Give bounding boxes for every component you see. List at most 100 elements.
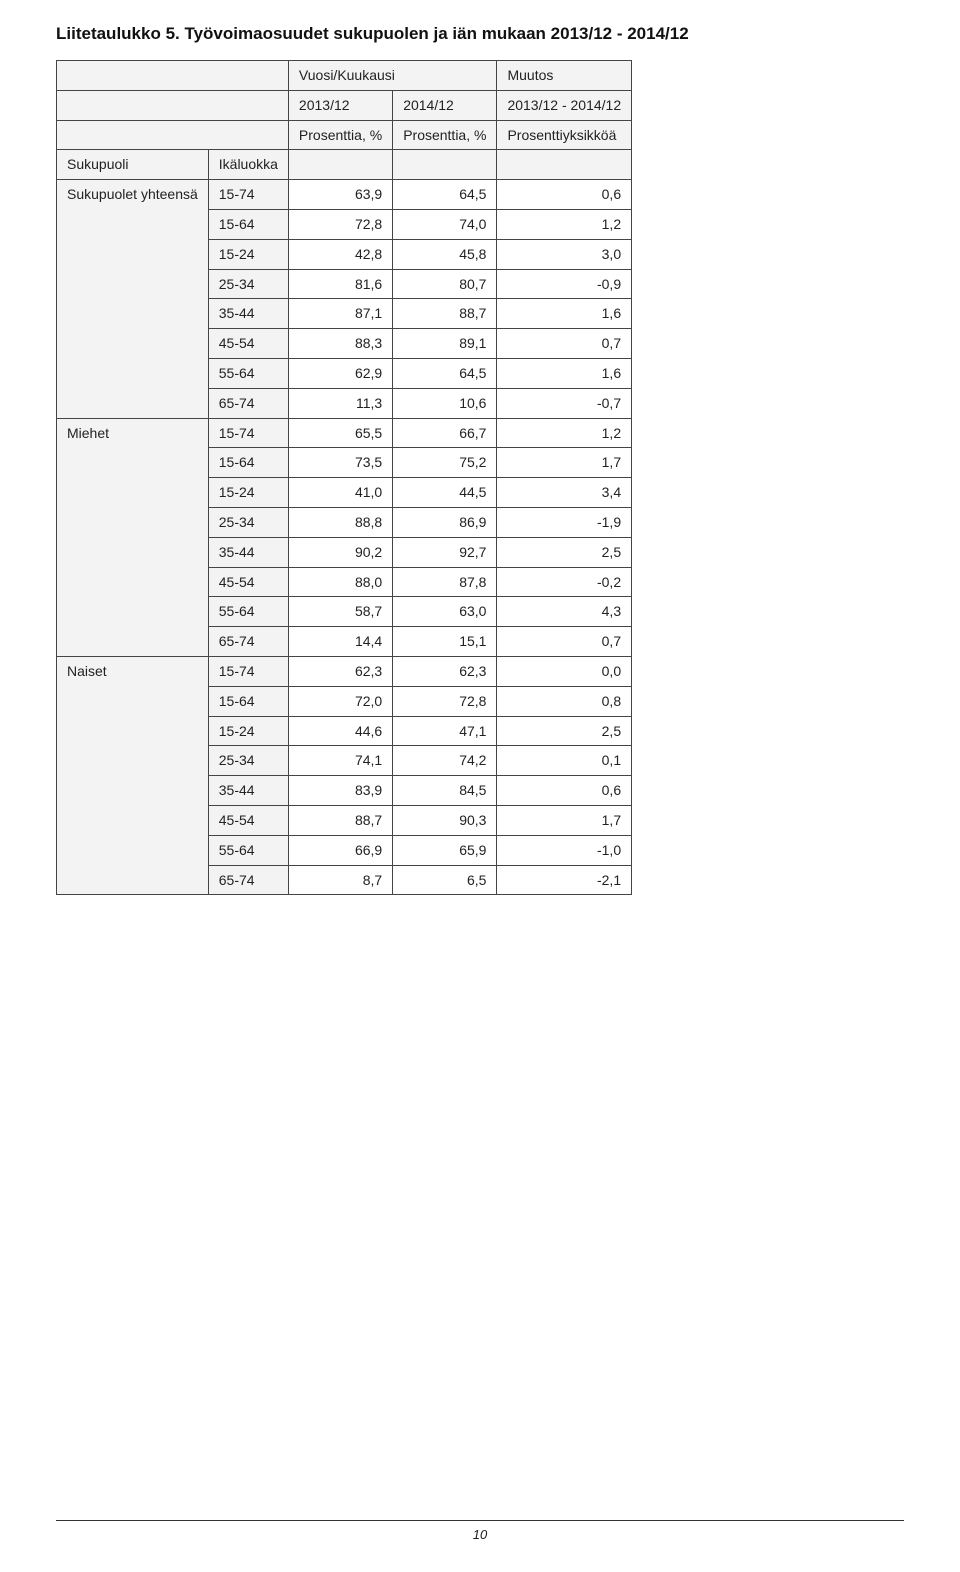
value-cell: 0,1 [497, 746, 632, 776]
value-cell: 2,5 [497, 716, 632, 746]
value-cell: 44,5 [393, 478, 497, 508]
age-label: 15-64 [208, 686, 288, 716]
value-cell: 74,0 [393, 209, 497, 239]
age-label: 55-64 [208, 835, 288, 865]
value-cell: 6,5 [393, 865, 497, 895]
value-cell: -0,7 [497, 388, 632, 418]
value-cell: 84,5 [393, 776, 497, 806]
value-cell: 87,8 [393, 567, 497, 597]
group-label: Sukupuolet yhteensä [57, 180, 209, 418]
value-cell: 10,6 [393, 388, 497, 418]
value-cell: 1,2 [497, 418, 632, 448]
value-cell: 90,2 [288, 537, 392, 567]
header-blank-1 [57, 61, 289, 91]
header-blank-4b [393, 150, 497, 180]
table-row: Sukupuolet yhteensä15-7463,964,50,6 [57, 180, 632, 210]
value-cell: -0,9 [497, 269, 632, 299]
value-cell: 1,7 [497, 448, 632, 478]
value-cell: 86,9 [393, 507, 497, 537]
header-blank-4c [497, 150, 632, 180]
header-row-3: Prosenttia, % Prosenttia, % Prosenttiyks… [57, 120, 632, 150]
value-cell: 44,6 [288, 716, 392, 746]
data-table: Vuosi/Kuukausi Muutos 2013/12 2014/12 20… [56, 60, 632, 895]
page-number: 10 [56, 1521, 904, 1542]
table-title: Liitetaulukko 5. Työvoimaosuudet sukupuo… [56, 24, 904, 44]
value-cell: 88,7 [393, 299, 497, 329]
age-label: 55-64 [208, 358, 288, 388]
age-label: 65-74 [208, 388, 288, 418]
value-cell: 88,7 [288, 805, 392, 835]
group-label: Naiset [57, 656, 209, 894]
value-cell: 62,3 [288, 656, 392, 686]
value-cell: 75,2 [393, 448, 497, 478]
value-cell: 63,0 [393, 597, 497, 627]
header-vuosi: Vuosi/Kuukausi [288, 61, 497, 91]
value-cell: 58,7 [288, 597, 392, 627]
value-cell: 47,1 [393, 716, 497, 746]
value-cell: 81,6 [288, 269, 392, 299]
value-cell: 0,0 [497, 656, 632, 686]
age-label: 35-44 [208, 776, 288, 806]
value-cell: 83,9 [288, 776, 392, 806]
value-cell: -1,0 [497, 835, 632, 865]
value-cell: 72,8 [288, 209, 392, 239]
value-cell: 0,7 [497, 329, 632, 359]
value-cell: 0,7 [497, 627, 632, 657]
value-cell: 72,0 [288, 686, 392, 716]
value-cell: 41,0 [288, 478, 392, 508]
table-row: Naiset15-7462,362,30,0 [57, 656, 632, 686]
value-cell: 64,5 [393, 358, 497, 388]
header-row-4: Sukupuoli Ikäluokka [57, 150, 632, 180]
header-ikaluokka: Ikäluokka [208, 150, 288, 180]
header-sukupuoli: Sukupuoli [57, 150, 209, 180]
header-unit-1: Prosenttia, % [288, 120, 392, 150]
group-label: Miehet [57, 418, 209, 656]
age-label: 15-74 [208, 180, 288, 210]
header-blank-2 [57, 90, 289, 120]
page: Liitetaulukko 5. Työvoimaosuudet sukupuo… [0, 0, 960, 1572]
value-cell: 4,3 [497, 597, 632, 627]
value-cell: 15,1 [393, 627, 497, 657]
value-cell: 87,1 [288, 299, 392, 329]
value-cell: 92,7 [393, 537, 497, 567]
value-cell: 72,8 [393, 686, 497, 716]
header-2013: 2013/12 [288, 90, 392, 120]
value-cell: 88,3 [288, 329, 392, 359]
age-label: 55-64 [208, 597, 288, 627]
value-cell: 90,3 [393, 805, 497, 835]
value-cell: 66,9 [288, 835, 392, 865]
value-cell: -0,2 [497, 567, 632, 597]
age-label: 25-34 [208, 507, 288, 537]
age-label: 45-54 [208, 329, 288, 359]
value-cell: 63,9 [288, 180, 392, 210]
value-cell: 89,1 [393, 329, 497, 359]
value-cell: 3,0 [497, 239, 632, 269]
age-label: 45-54 [208, 567, 288, 597]
value-cell: 8,7 [288, 865, 392, 895]
value-cell: 11,3 [288, 388, 392, 418]
age-label: 35-44 [208, 537, 288, 567]
header-row-2: 2013/12 2014/12 2013/12 - 2014/12 [57, 90, 632, 120]
value-cell: 64,5 [393, 180, 497, 210]
value-cell: 62,9 [288, 358, 392, 388]
age-label: 15-74 [208, 656, 288, 686]
header-row-1: Vuosi/Kuukausi Muutos [57, 61, 632, 91]
value-cell: 42,8 [288, 239, 392, 269]
value-cell: 65,9 [393, 835, 497, 865]
header-unit-2: Prosenttia, % [393, 120, 497, 150]
value-cell: 1,7 [497, 805, 632, 835]
header-unit-3: Prosenttiyksikköä [497, 120, 632, 150]
age-label: 35-44 [208, 299, 288, 329]
header-2014: 2014/12 [393, 90, 497, 120]
age-label: 15-24 [208, 478, 288, 508]
header-muutos: Muutos [497, 61, 632, 91]
value-cell: -1,9 [497, 507, 632, 537]
value-cell: 14,4 [288, 627, 392, 657]
value-cell: 74,2 [393, 746, 497, 776]
value-cell: 80,7 [393, 269, 497, 299]
value-cell: 1,2 [497, 209, 632, 239]
value-cell: 74,1 [288, 746, 392, 776]
age-label: 45-54 [208, 805, 288, 835]
age-label: 15-74 [208, 418, 288, 448]
age-label: 15-64 [208, 209, 288, 239]
